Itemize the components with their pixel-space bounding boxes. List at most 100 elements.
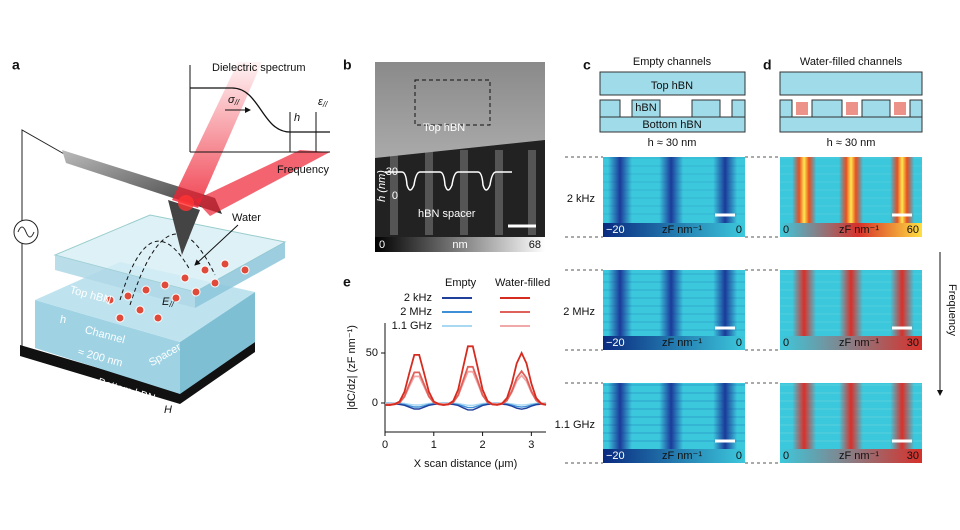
water-molecules [105,259,250,323]
colorbar [603,449,745,463]
panel-d: d Water-filled channels h ≈ 30 nm Freque… [763,56,958,396]
panel-label: a [12,57,20,73]
colorbar [375,237,545,252]
laser-in [172,62,262,208]
colorbar-unit: zF nm⁻¹ [839,224,879,236]
series-line [385,345,547,406]
top-hbn-label: Top hBN [423,122,465,134]
schematic-bottom [779,116,923,133]
x-tick-label: 1 [431,439,437,451]
ac-symbol [17,226,35,238]
x-tick-label: 2 [480,439,486,451]
top-hbn-front [55,255,195,308]
series-line [385,402,547,406]
legend-label: 2 MHz [400,306,432,318]
profile-axis-label: h (nm) [376,170,388,202]
tip [168,200,200,255]
y-axis-label: |dC/dz| (zF nm⁻¹) [346,325,358,410]
map-stripe [659,157,684,223]
water-label: Water [232,212,261,224]
colorbar [603,223,745,237]
panel-title: Empty channels [633,56,712,68]
colorbar-min: 0 [379,239,385,251]
legend-label: 1.1 GHz [392,320,432,332]
h-label: h [60,314,66,326]
top-hbn-region [375,62,545,158]
profile-tick: 0 [392,190,398,202]
colorbar-max: 0 [736,224,742,236]
series-line [385,403,547,411]
colorbar-max: 60 [907,224,919,236]
map-stripe [659,383,684,449]
map-stripe [608,157,633,223]
colorbar [780,223,922,237]
inset-h: h [294,112,300,124]
map-stripe [608,270,633,336]
colorbar-unit: zF nm⁻¹ [839,337,879,349]
colorbar-unit: nm [452,239,467,251]
field-label: E// [162,296,175,309]
y-tick-label: 0 [372,397,378,409]
laser-out [195,150,330,216]
scan-box [414,79,491,126]
panel-label: d [763,57,772,73]
map-stripe [713,270,738,336]
colorbar-min: −20 [606,337,625,349]
x-tick-label: 0 [382,439,388,451]
field-lines [119,233,216,306]
series-line [385,370,547,405]
height-label: h ≈ 30 nm [648,137,697,149]
height-label: h ≈ 30 nm [827,137,876,149]
colorbar [603,336,745,350]
bottom-hbn-front [35,300,180,394]
top-hbn-side [195,242,285,308]
schematic-top-label: Top hBN [651,80,693,92]
map-stripe [792,157,817,223]
map-stripe [839,270,863,336]
colorbar [780,449,922,463]
colorbar-min: −20 [606,450,625,462]
spacer-label: hBN spacer [418,208,476,220]
schematic-top [599,71,746,96]
panel-title: Water-filled channels [800,56,903,68]
colorbar-unit: zF nm⁻¹ [662,450,702,462]
x-axis-label: X scan distance (μm) [414,458,518,470]
colorbar-max: 30 [907,337,919,349]
map-stripe [839,383,863,449]
panel-label: b [343,57,352,73]
map-stripe [890,157,915,223]
inset-title: Dielectric spectrum [212,62,306,74]
colorbar-max: 30 [907,450,919,462]
frequency-label: 2 kHz [567,193,595,205]
epsilon: ε// [318,96,328,109]
map-stripe [713,157,738,223]
colorbar-max: 0 [736,337,742,349]
panel-c: c Empty channels Top hBN hBN Bottom hBN … [583,56,746,149]
map-stripe [890,383,915,449]
panel-e: e 0 1 2 3 0 50 X scan distance (μm) |dC/dz| (zF… [343,274,550,470]
panel-label: c [583,57,591,73]
map-stripe [890,270,915,336]
spacer-stripes [390,150,536,235]
profile-tick: 30 [386,166,398,178]
colorbar-min: −20 [606,224,625,236]
colorbar-min: 0 [783,224,789,236]
colorbar-unit: zF nm⁻¹ [662,224,702,236]
colorbar [780,336,922,350]
height-profile [385,171,512,191]
laser-spot [178,195,194,211]
graphite [20,342,255,404]
schematic-bottom [599,116,746,133]
legend-header: Empty [445,277,477,289]
map-stripe [839,157,863,223]
panel-a: a Dielectric spectrum σ// h ε// Frequenc… [12,57,330,427]
colorbar-unit: zF nm⁻¹ [839,450,879,462]
schematic-bottom-label: Bottom hBN [642,119,701,131]
colorbar-min: 0 [783,450,789,462]
map-stripe [792,383,817,449]
schematic-top [779,71,923,96]
colorbar-min: 0 [783,337,789,349]
schematic-channel-label: hBN [635,102,656,114]
